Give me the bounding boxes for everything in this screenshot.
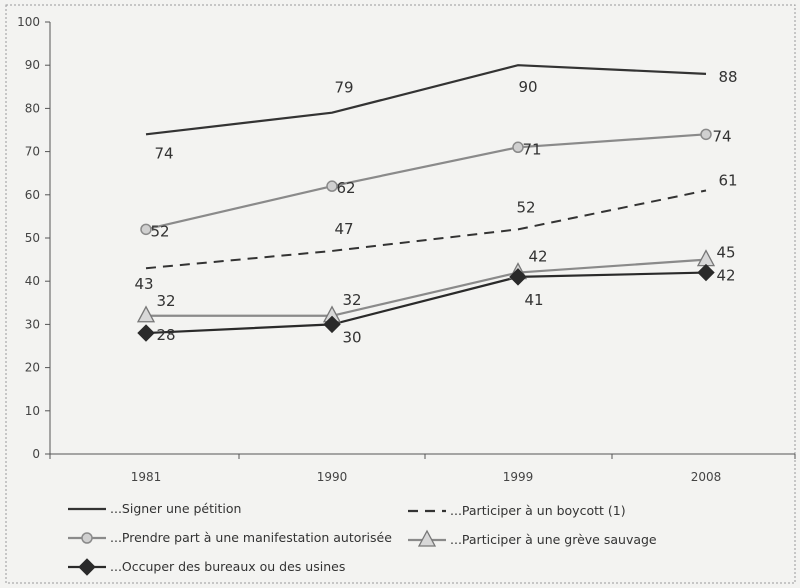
series-line-5 <box>145 271 707 335</box>
series-3-marker <box>700 128 712 141</box>
series-line-2 <box>145 189 707 270</box>
y-tick-label: 100 <box>17 15 40 29</box>
chart-frame <box>5 4 796 584</box>
y-tick-label: 40 <box>25 274 40 288</box>
data-label: 42 <box>528 248 547 266</box>
data-label: 41 <box>524 291 543 309</box>
y-tick-label: 80 <box>25 101 40 115</box>
series-4-marker <box>696 249 716 267</box>
legend-label: ...Prendre part à une manifestation auto… <box>110 530 392 545</box>
data-label: 71 <box>522 140 541 158</box>
data-label: 42 <box>716 267 735 285</box>
data-label: 61 <box>718 171 737 189</box>
x-tick-label: 1981 <box>131 470 162 484</box>
y-tick-label: 30 <box>25 317 40 331</box>
data-label: 45 <box>716 244 735 262</box>
y-tick-label: 10 <box>25 404 40 418</box>
y-tick-label: 50 <box>25 231 40 245</box>
series-line-3 <box>145 133 707 231</box>
series-5-marker <box>323 315 341 334</box>
y-tick-label: 60 <box>25 188 40 202</box>
series-4-marker <box>136 305 156 323</box>
series-3-marker <box>326 180 338 192</box>
series-5-marker <box>697 263 715 282</box>
series-3-marker <box>140 223 152 236</box>
x-tick-label: 1990 <box>317 470 348 484</box>
legend-marker <box>78 558 96 576</box>
x-tick-label: 2008 <box>691 470 722 484</box>
data-label: 90 <box>518 78 537 96</box>
data-label: 62 <box>336 179 355 197</box>
x-tick-label: 1999 <box>503 470 534 484</box>
data-label: 32 <box>342 291 361 309</box>
legend-label: ...Signer une pétition <box>110 501 241 516</box>
data-label: 30 <box>342 328 361 346</box>
data-label: 28 <box>156 326 175 344</box>
data-label: 74 <box>154 144 173 162</box>
y-tick-label: 70 <box>25 145 40 159</box>
legend-label: ...Occuper des bureaux ou des usines <box>110 559 345 574</box>
series-line-1 <box>145 64 707 136</box>
series-line-4 <box>146 258 707 317</box>
series-3-marker <box>512 141 524 154</box>
series-5-marker <box>137 324 155 342</box>
legend-label: ...Participer à une grève sauvage <box>450 532 657 547</box>
data-label: 74 <box>712 127 731 145</box>
data-label: 47 <box>334 220 353 238</box>
data-label: 43 <box>134 275 153 293</box>
series-5-marker <box>509 268 527 286</box>
legend-marker <box>417 529 437 547</box>
data-label: 52 <box>150 222 169 240</box>
y-tick-label: 20 <box>25 361 40 375</box>
legend-marker <box>81 532 93 544</box>
data-label: 32 <box>156 292 175 310</box>
data-label: 52 <box>516 198 535 216</box>
data-label: 88 <box>718 68 737 86</box>
y-tick-label: 0 <box>32 447 40 461</box>
y-tick-label: 90 <box>25 58 40 72</box>
data-label: 79 <box>334 79 353 97</box>
legend-label: ...Participer à un boycott (1) <box>450 503 626 518</box>
